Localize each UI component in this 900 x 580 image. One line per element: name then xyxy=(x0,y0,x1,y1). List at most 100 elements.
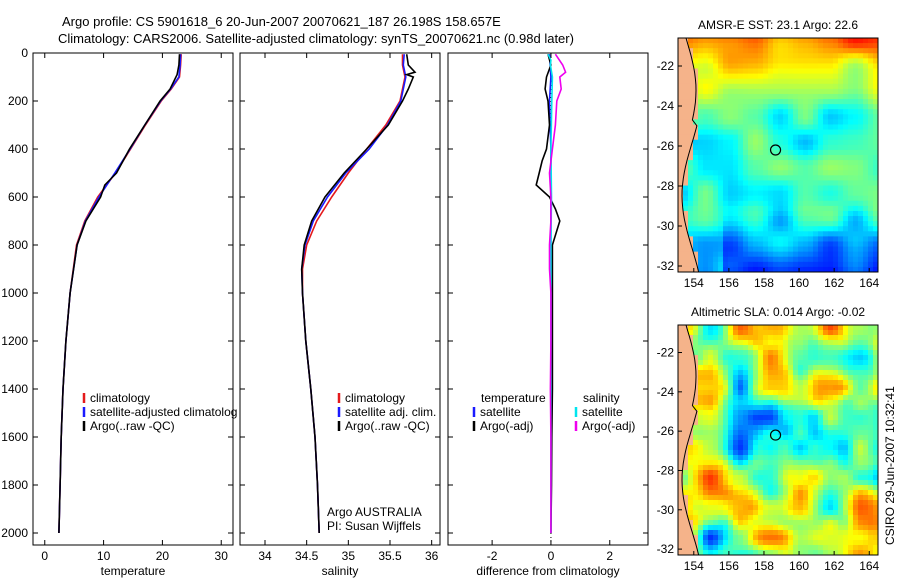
heatmap-cell xyxy=(693,226,699,232)
heatmap-cell xyxy=(813,390,819,396)
heatmap-cell xyxy=(698,226,704,232)
heatmap-cell xyxy=(743,124,749,131)
heatmap-cell xyxy=(678,256,684,263)
heatmap-cell xyxy=(868,165,874,171)
heatmap-cell xyxy=(728,375,734,381)
heatmap-cell xyxy=(853,480,859,486)
heatmap-cell xyxy=(773,119,779,125)
heatmap-cell xyxy=(873,405,879,411)
heatmap-cell xyxy=(848,99,854,105)
heatmap-cell xyxy=(693,545,699,551)
heatmap-cell xyxy=(698,73,704,80)
heatmap-cell xyxy=(738,175,744,181)
legend-label: climatology xyxy=(345,391,405,405)
heatmap-cell xyxy=(693,465,699,471)
heatmap-cell xyxy=(848,365,854,371)
heatmap-cell xyxy=(818,390,824,396)
heatmap-cell xyxy=(793,445,799,451)
heatmap-cell xyxy=(783,83,789,90)
heatmap-cell xyxy=(758,175,764,181)
heatmap-cell xyxy=(818,470,824,476)
heatmap-cell xyxy=(813,530,819,536)
heatmap-cell xyxy=(868,390,874,396)
heatmap-cell xyxy=(688,350,694,356)
x-tick-label: 36 xyxy=(425,549,439,563)
heatmap-cell xyxy=(688,495,694,501)
heatmap-cell xyxy=(743,355,749,361)
heatmap-cell xyxy=(698,350,704,356)
heatmap-cell xyxy=(853,460,859,466)
heatmap-cell xyxy=(678,395,684,401)
heatmap-cell xyxy=(708,415,714,421)
heatmap-cell xyxy=(823,465,829,471)
heatmap-cell xyxy=(848,221,854,227)
heatmap-cell xyxy=(858,149,864,156)
heatmap-cell xyxy=(718,129,724,136)
heatmap-cell xyxy=(848,205,854,212)
heatmap-cell xyxy=(723,425,729,431)
heatmap-cell xyxy=(873,38,879,44)
heatmap-cell xyxy=(778,375,784,381)
heatmap-cell xyxy=(798,475,804,481)
heatmap-cell xyxy=(703,68,709,75)
heatmap-cell xyxy=(828,420,834,426)
heatmap-cell xyxy=(833,134,839,141)
heatmap-cell xyxy=(808,500,814,506)
heatmap-cell xyxy=(693,221,699,227)
heatmap-cell xyxy=(753,540,759,546)
heatmap-cell xyxy=(753,445,759,451)
heatmap-cell xyxy=(773,440,779,446)
heatmap-cell xyxy=(788,114,794,120)
heatmap-cell xyxy=(768,475,774,481)
heatmap-cell xyxy=(763,540,769,546)
heatmap-cell xyxy=(728,114,734,120)
heatmap-cell xyxy=(783,490,789,496)
annotation-line-2: PI: Susan Wijffels xyxy=(327,519,421,533)
heatmap-cell xyxy=(738,340,744,346)
heatmap-cell xyxy=(838,78,844,85)
heatmap-cell xyxy=(743,58,749,64)
heatmap-cell xyxy=(858,455,864,461)
heatmap-cell xyxy=(873,480,879,486)
heatmap-cell xyxy=(793,530,799,536)
heatmap-cell xyxy=(863,231,869,237)
heatmap-cell xyxy=(858,410,864,416)
heatmap-cell xyxy=(758,535,764,541)
heatmap-cell xyxy=(823,350,829,356)
heatmap-cell xyxy=(823,545,829,551)
heatmap-cell xyxy=(703,109,709,115)
heatmap-cell xyxy=(778,400,784,406)
heatmap-cell xyxy=(688,251,694,258)
heatmap-cell xyxy=(833,231,839,237)
heatmap-cell xyxy=(873,530,879,536)
heatmap-cell xyxy=(728,415,734,421)
heatmap-cell xyxy=(863,380,869,386)
heatmap-cell xyxy=(698,129,704,136)
heatmap-cell xyxy=(808,510,814,516)
heatmap-cell xyxy=(873,360,879,366)
heatmap-cell xyxy=(853,53,859,59)
heatmap-cell xyxy=(788,144,794,151)
heatmap-cell xyxy=(758,455,764,461)
heatmap-cell xyxy=(778,68,784,75)
heatmap-cell xyxy=(718,109,724,115)
heatmap-cell xyxy=(733,53,739,59)
heatmap-cell xyxy=(853,345,859,351)
map-y-tick-label: -28 xyxy=(657,179,675,193)
heatmap-cell xyxy=(853,170,859,176)
heatmap-cell xyxy=(708,53,714,59)
heatmap-cell xyxy=(738,445,744,451)
heatmap-cell xyxy=(773,180,779,187)
heatmap-cell xyxy=(873,73,879,80)
map-y-tick-label: -24 xyxy=(657,385,675,399)
heatmap-cell xyxy=(813,119,819,125)
heatmap-cell xyxy=(708,58,714,64)
heatmap-cell xyxy=(788,465,794,471)
heatmap-cell xyxy=(778,155,784,161)
heatmap-cell xyxy=(803,550,809,556)
heatmap-cell xyxy=(778,385,784,391)
heatmap-cell xyxy=(723,83,729,90)
heatmap-cell xyxy=(818,266,824,273)
heatmap-cell xyxy=(868,195,874,202)
heatmap-cell xyxy=(808,415,814,421)
